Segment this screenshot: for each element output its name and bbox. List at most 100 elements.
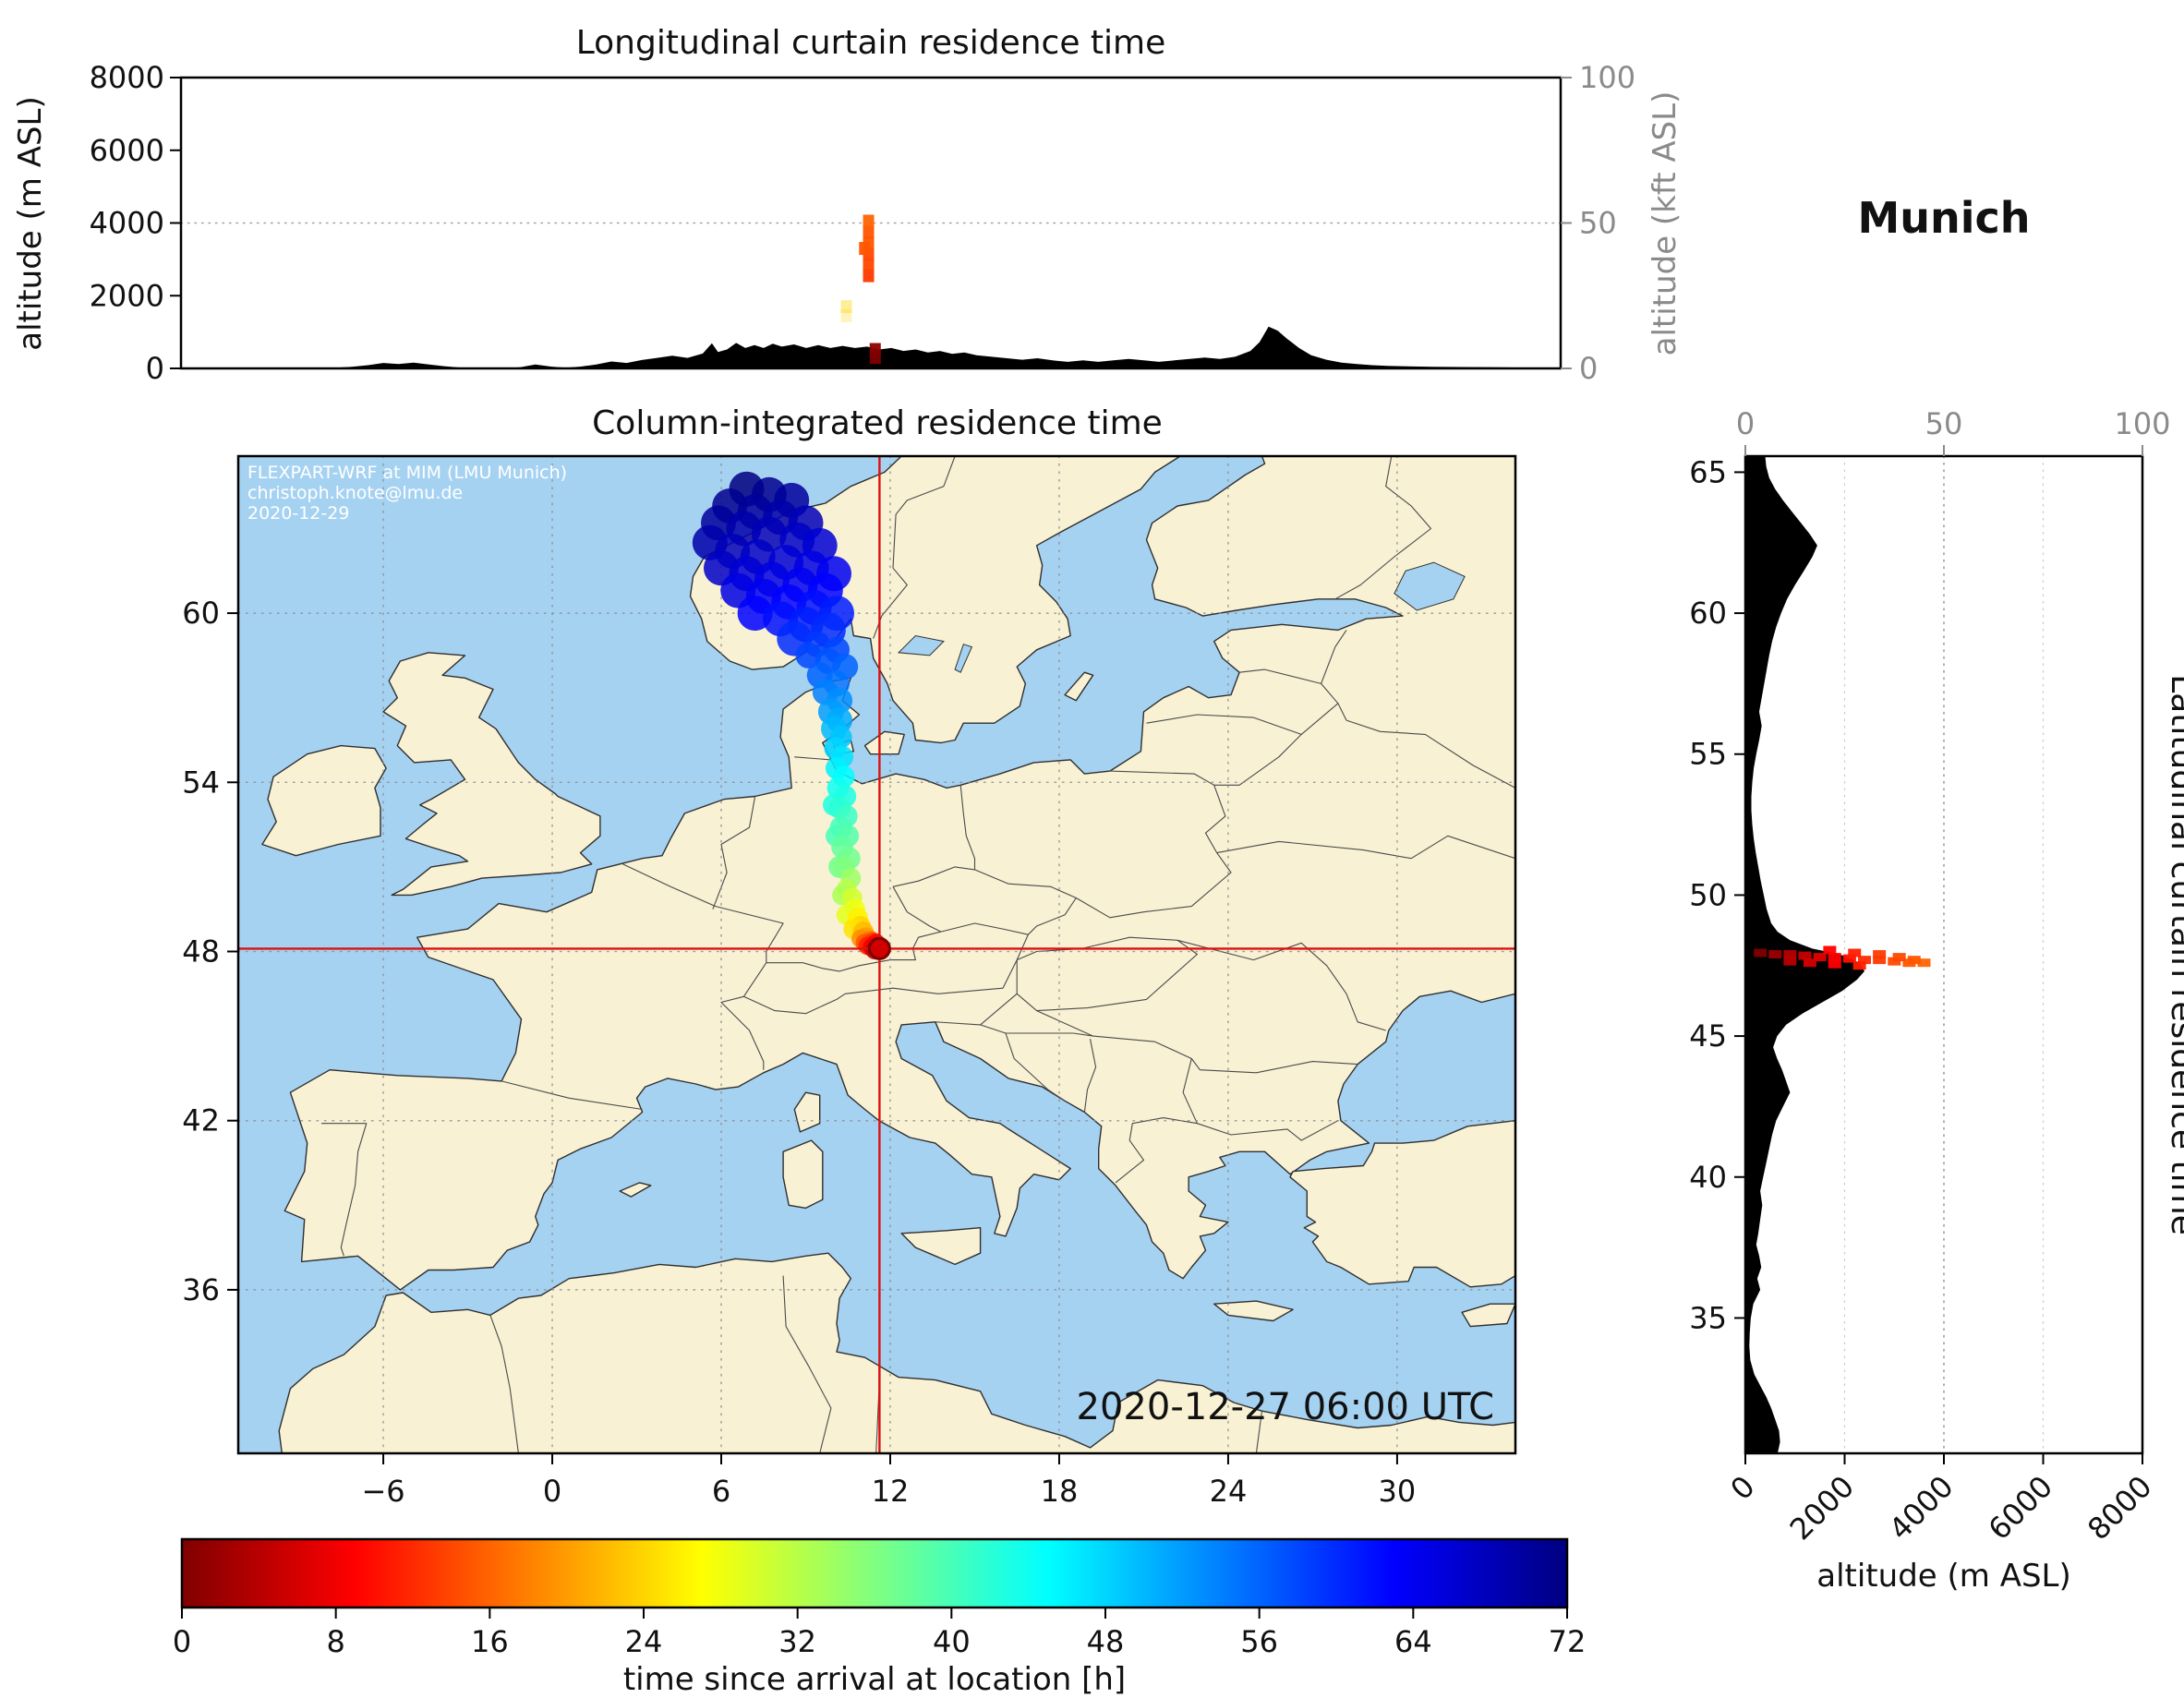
latitude-tick-label: 50 <box>1689 877 1727 912</box>
longitude-tick-label: 6 <box>712 1474 730 1509</box>
country-border <box>1334 456 1432 600</box>
residence-cell <box>1783 950 1797 959</box>
country-border <box>712 796 756 909</box>
latitude-tick-label: 65 <box>1689 454 1727 489</box>
residence-cell <box>863 225 875 239</box>
residence-cell <box>1842 954 1856 963</box>
residence-cell <box>1852 961 1866 970</box>
longitude-tick-label: 24 <box>1210 1474 1248 1509</box>
residence-cell <box>1803 958 1816 968</box>
residence-cell <box>863 258 875 271</box>
kft-tick-label: 100 <box>2114 406 2170 441</box>
map-content <box>238 456 1515 1453</box>
country-border <box>873 486 945 639</box>
latitude-tick-label: 48 <box>182 933 220 969</box>
longitude-tick-label: 18 <box>1041 1474 1079 1509</box>
colorbar-gradient <box>182 1539 1567 1608</box>
landmass <box>1064 671 1094 702</box>
colorbar-tick-label: 32 <box>778 1624 816 1659</box>
lake <box>954 644 973 673</box>
map-frame <box>236 454 1517 1455</box>
landmass <box>900 1227 982 1266</box>
residence-cell <box>1848 948 1862 957</box>
residence-cell <box>1813 953 1827 962</box>
country-border <box>489 1315 519 1453</box>
kft-tick-label: 50 <box>1925 406 1963 441</box>
map-panel: −6 0 6 12 18 24 30 36 42 48 54 60 <box>182 454 1517 1509</box>
altitude-m-tick-label: 8000 <box>90 60 164 95</box>
residence-cell <box>1768 950 1782 959</box>
residence-cell <box>1892 953 1906 962</box>
plume-point <box>795 642 822 668</box>
landmass <box>782 1139 824 1210</box>
country-border <box>766 931 942 972</box>
residence-cell <box>1754 948 1768 957</box>
country-border <box>1083 1038 1097 1113</box>
residence-cell <box>1828 959 1841 969</box>
residence-cell <box>1783 957 1797 966</box>
colorbar-tick-label: 24 <box>625 1624 663 1659</box>
residence-cell <box>1888 957 1901 966</box>
landmass <box>793 1091 821 1133</box>
landmass <box>382 652 601 897</box>
longitudinal-curtain-panel: 0 2000 4000 6000 8000 0 50 100 <box>90 60 1636 386</box>
residence-cell <box>840 300 852 314</box>
longitude-tick-label: 30 <box>1379 1474 1417 1509</box>
map-panel-title: Column-integrated residence time <box>592 404 1163 442</box>
altitude-kft-tick-label: 0 <box>1579 351 1598 386</box>
landmass <box>261 744 387 857</box>
country-border <box>501 1080 643 1111</box>
country-border <box>980 1024 1093 1037</box>
altitude-m-tick-label: 0 <box>146 351 164 386</box>
country-border <box>1337 703 1347 721</box>
latitudinal-panel-title: Latitudinal curtain residence time <box>2164 674 2184 1235</box>
residence-cell <box>863 214 875 228</box>
map-timestamp: 2020-12-27 06:00 UTC <box>1077 1386 1494 1428</box>
country-border <box>1182 1058 1339 1141</box>
landmass <box>1213 1300 1294 1322</box>
country-border <box>1216 835 1515 860</box>
country-border <box>1036 1010 1358 1074</box>
longitude-tick-label: −6 <box>361 1474 404 1509</box>
country-border <box>1345 719 1515 789</box>
colorbar-label: time since arrival at location [h] <box>623 1661 1126 1698</box>
right-xlabel: altitude (m ASL) <box>1816 1558 2071 1595</box>
landmass <box>1289 1120 1515 1288</box>
receptor-marker <box>867 936 891 960</box>
colorbar-panel: 0 8 16 24 32 40 48 56 64 72 <box>173 1537 1587 1659</box>
colorbar-tick-label: 8 <box>326 1624 344 1659</box>
lake <box>1394 561 1466 611</box>
latitude-tick-label: 35 <box>1689 1300 1727 1335</box>
latitude-tick-label: 60 <box>1689 596 1727 631</box>
landmass <box>278 1252 1515 1453</box>
residence-cell <box>1917 958 1931 968</box>
altitude-kft-tick-label: 50 <box>1579 206 1617 241</box>
altitude-kft-tick-label: 100 <box>1579 60 1635 95</box>
latitude-tick-label: 40 <box>1689 1160 1727 1195</box>
landmass <box>619 1182 652 1198</box>
residence-cell <box>863 269 875 283</box>
watermark-line3: 2020-12-29 <box>247 503 349 524</box>
country-border <box>782 1275 832 1453</box>
country-border <box>1255 1411 1263 1453</box>
kft-tick-label: 0 <box>1736 406 1755 441</box>
country-border <box>1321 630 1347 684</box>
colorbar-tick-label: 72 <box>1549 1624 1587 1659</box>
country-border <box>1115 1117 1198 1184</box>
latitude-tick-label: 36 <box>182 1272 220 1307</box>
residence-cell <box>869 351 881 365</box>
colorbar-tick-label: 56 <box>1240 1624 1278 1659</box>
altitude-m-tick-label: 4000 <box>90 206 164 241</box>
residence-cell <box>1823 945 1837 955</box>
colorbar-tick-label: 48 <box>1087 1624 1125 1659</box>
landmass <box>1461 1303 1515 1328</box>
colorbar-tick-label: 64 <box>1394 1624 1432 1659</box>
latitude-tick-label: 60 <box>182 596 220 631</box>
watermark-line2: christoph.knote@lmu.de <box>247 483 463 503</box>
longitude-tick-label: 0 <box>543 1474 561 1509</box>
residence-cell <box>1828 953 1841 962</box>
right-panel-content <box>1745 456 2142 1453</box>
country-border <box>1176 939 1386 1031</box>
country-border <box>959 785 976 870</box>
